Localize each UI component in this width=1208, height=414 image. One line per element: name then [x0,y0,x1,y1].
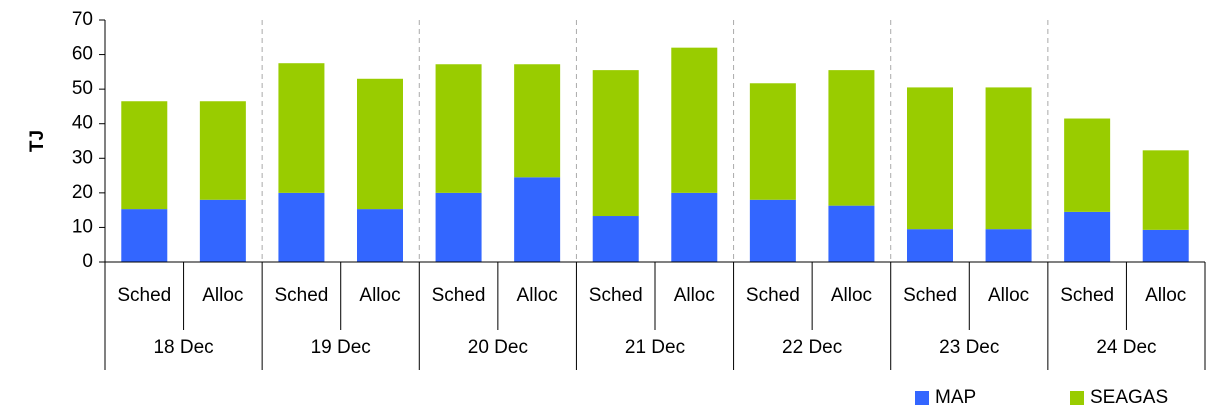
x-tick-label: Alloc [359,285,400,306]
legend-label: MAP [935,387,976,408]
bar-segment [1142,229,1189,262]
bar-segment [671,192,718,262]
group-label: 20 Dec [468,337,528,358]
bar-segment [985,229,1032,262]
x-tick-label: Sched [274,285,328,306]
bar-segment [435,64,482,193]
bar-segment [357,209,403,262]
group-label: 22 Dec [782,337,842,358]
bar-segment [907,229,953,262]
bar-segment [671,47,718,193]
y-tick-label: 0 [82,251,93,272]
bar-segment [1142,150,1189,230]
bar-segment [828,205,875,262]
y-tick-label: 50 [72,78,93,99]
legend-swatch [915,391,929,405]
bar-segment [828,70,875,206]
bar-segment [1064,118,1111,212]
bar-segment [514,64,561,178]
y-tick-label: 20 [72,182,93,203]
group-label: 23 Dec [939,337,999,358]
x-tick-label: Sched [903,285,957,306]
bar-segment [749,199,796,262]
bar-segment [199,101,246,200]
bar-segment [435,192,482,262]
bar-segment [1064,211,1111,262]
y-tick-label: 30 [72,147,93,168]
x-tick-label: Sched [746,285,800,306]
bar-segment [278,192,325,262]
y-tick-label: 60 [72,44,93,65]
bar-segment [985,87,1032,230]
bar-segment [357,78,403,210]
bar-segment [592,216,639,262]
x-tick-label: Sched [589,285,643,306]
bar-segment [121,101,168,210]
x-tick-label: Alloc [674,285,715,306]
x-tick-label: Alloc [517,285,558,306]
bar-segment [749,83,796,200]
y-axis-label: TJ [27,130,48,152]
bar-segment [278,63,325,193]
group-label: 24 Dec [1096,337,1156,358]
legend-label: SEAGAS [1090,387,1168,408]
x-tick-label: Alloc [831,285,872,306]
x-tick-label: Sched [1060,285,1114,306]
group-label: 21 Dec [625,337,685,358]
x-tick-label: Alloc [202,285,243,306]
legend-swatch [1070,391,1084,405]
group-label: 19 Dec [311,337,371,358]
x-tick-label: Alloc [1145,285,1186,306]
x-tick-label: Sched [117,285,171,306]
bar-segment [199,199,246,262]
group-label: 18 Dec [153,337,213,358]
bar-segment [907,87,953,230]
bar-segment [121,209,168,262]
y-tick-label: 70 [72,9,93,30]
bar-segment [592,70,639,217]
x-tick-label: Sched [432,285,486,306]
y-tick-label: 40 [72,113,93,134]
y-tick-label: 10 [72,216,93,237]
bar-segment [514,177,561,262]
x-tick-label: Alloc [988,285,1029,306]
